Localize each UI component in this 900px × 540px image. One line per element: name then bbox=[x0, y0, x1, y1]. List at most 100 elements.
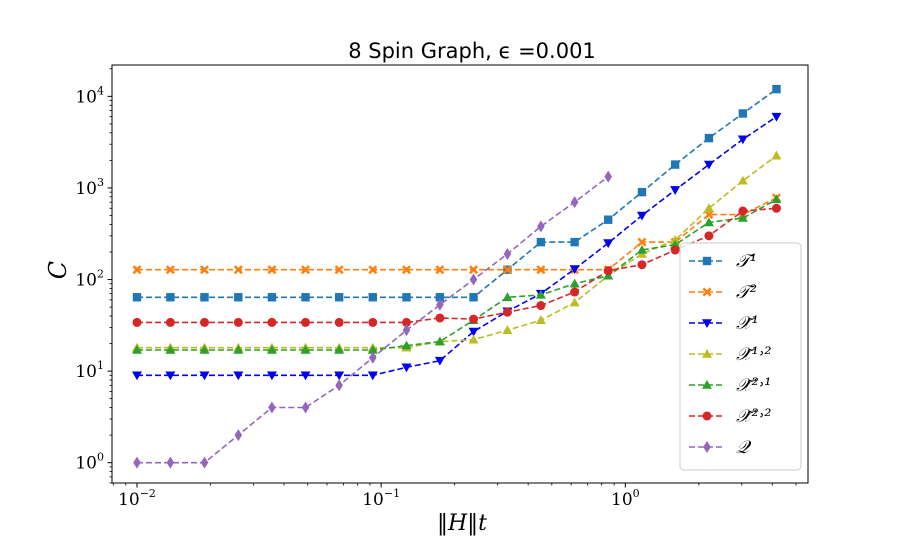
y-tick-label: 103 bbox=[75, 176, 104, 199]
data-point bbox=[569, 297, 580, 307]
data-point bbox=[637, 260, 647, 270]
data-point bbox=[300, 344, 311, 354]
data-point bbox=[703, 203, 714, 213]
data-point bbox=[436, 298, 444, 311]
data-point bbox=[199, 344, 210, 354]
data-point bbox=[233, 371, 244, 381]
data-point bbox=[502, 325, 513, 334]
legend-label: 𝒳̃¹ bbox=[736, 313, 759, 334]
data-point bbox=[737, 135, 748, 145]
data-point bbox=[569, 278, 580, 288]
x-axis-label: ‖H‖t bbox=[437, 511, 487, 536]
data-point bbox=[200, 456, 209, 469]
legend-marker bbox=[702, 411, 712, 421]
data-point bbox=[199, 317, 209, 327]
data-point bbox=[737, 175, 748, 185]
data-point bbox=[233, 265, 243, 275]
data-point bbox=[199, 371, 210, 381]
data-point bbox=[402, 317, 412, 327]
data-point bbox=[469, 265, 479, 275]
data-point bbox=[435, 293, 445, 302]
series-line bbox=[137, 155, 777, 349]
data-point bbox=[131, 344, 142, 354]
data-point bbox=[165, 317, 175, 327]
data-point bbox=[570, 287, 580, 297]
series-6 bbox=[132, 203, 781, 327]
data-point bbox=[132, 317, 142, 327]
x-tick-label: 10−2 bbox=[118, 487, 156, 510]
data-point bbox=[234, 429, 243, 442]
data-point bbox=[569, 265, 580, 275]
legend-marker bbox=[703, 441, 711, 453]
data-point bbox=[199, 265, 209, 275]
legend-marker bbox=[702, 319, 712, 328]
data-point bbox=[570, 196, 579, 209]
data-point bbox=[301, 317, 311, 327]
data-point bbox=[233, 344, 244, 354]
data-point bbox=[435, 313, 445, 323]
data-point bbox=[402, 265, 412, 275]
y-tick-label: 101 bbox=[75, 359, 104, 382]
data-point bbox=[367, 371, 378, 381]
data-point bbox=[200, 293, 209, 302]
data-point bbox=[771, 194, 782, 204]
data-point bbox=[435, 265, 445, 275]
data-point bbox=[132, 265, 142, 275]
data-point bbox=[334, 344, 345, 354]
data-point bbox=[469, 273, 478, 286]
data-point bbox=[670, 186, 681, 195]
data-point bbox=[166, 456, 175, 469]
data-point bbox=[536, 265, 546, 275]
series-line bbox=[137, 88, 777, 299]
data-point bbox=[670, 160, 680, 169]
data-point bbox=[267, 265, 277, 275]
data-point bbox=[334, 265, 344, 275]
x-tick-label: 100 bbox=[611, 487, 640, 510]
legend-label: 𝒳̃²˒² bbox=[736, 406, 771, 427]
data-point bbox=[502, 265, 512, 275]
data-point bbox=[570, 237, 579, 247]
data-point bbox=[165, 371, 176, 381]
data-point bbox=[300, 371, 311, 381]
data-point bbox=[267, 317, 277, 327]
data-point bbox=[502, 292, 513, 302]
data-point bbox=[502, 307, 512, 317]
data-point bbox=[434, 356, 445, 366]
legend-marker bbox=[702, 380, 712, 389]
data-point bbox=[367, 344, 378, 354]
data-point bbox=[670, 245, 680, 255]
data-point bbox=[165, 265, 175, 275]
series-line bbox=[137, 207, 777, 324]
data-point bbox=[536, 301, 546, 311]
data-point bbox=[266, 344, 277, 354]
data-point bbox=[604, 170, 613, 183]
y-axis-label: C bbox=[44, 261, 72, 279]
data-point bbox=[603, 266, 613, 276]
data-point bbox=[334, 371, 345, 381]
data-point bbox=[703, 160, 714, 170]
data-point bbox=[604, 215, 613, 224]
series-7 bbox=[133, 170, 613, 469]
data-point bbox=[401, 363, 412, 373]
legend-label: 𝒬 bbox=[736, 437, 752, 458]
legend-label: 𝒯² bbox=[736, 282, 757, 303]
legend-marker bbox=[702, 287, 712, 297]
data-point bbox=[468, 334, 479, 344]
data-point bbox=[536, 237, 546, 247]
series-line bbox=[137, 198, 777, 351]
data-point bbox=[434, 336, 445, 346]
x-tick-label: 10−1 bbox=[362, 487, 400, 510]
y-tick-label: 100 bbox=[75, 451, 104, 474]
data-point bbox=[772, 84, 781, 94]
y-tick-label: 104 bbox=[75, 84, 104, 107]
data-point bbox=[670, 235, 681, 244]
data-point bbox=[301, 293, 310, 302]
data-point bbox=[233, 317, 243, 327]
data-point bbox=[771, 112, 782, 122]
data-point bbox=[704, 133, 714, 143]
legend-label: 𝒳̃²˒¹ bbox=[736, 375, 771, 396]
data-point bbox=[637, 187, 647, 197]
data-point bbox=[266, 371, 277, 381]
data-point bbox=[131, 371, 142, 381]
